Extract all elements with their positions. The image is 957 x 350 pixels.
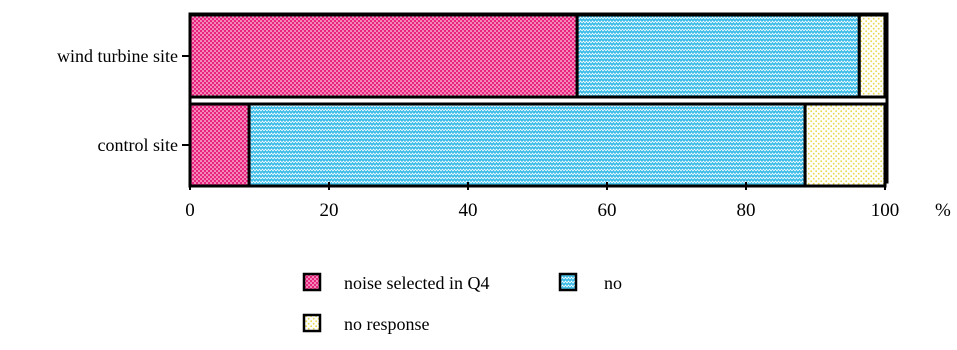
legend-swatch xyxy=(302,313,322,333)
x-tick-label: 0 xyxy=(185,200,195,221)
y-tick-label: control site xyxy=(98,135,178,155)
bar-segment xyxy=(857,13,887,99)
bar-segment xyxy=(247,102,807,188)
bar-segment xyxy=(188,102,251,188)
legend-label: no xyxy=(604,273,622,293)
x-axis: 0 20 40 60 80 100 xyxy=(185,182,899,221)
x-tick-label: 40 xyxy=(459,200,478,221)
x-tick-label: 20 xyxy=(320,200,339,221)
legend: noise selected in Q4 no no response xyxy=(302,272,622,334)
legend-label: no response xyxy=(344,314,429,334)
bar-segment xyxy=(803,102,887,188)
bar-segment xyxy=(188,13,579,99)
bar-segment xyxy=(575,13,861,99)
legend-swatch xyxy=(558,272,578,292)
x-tick-label: 80 xyxy=(737,200,756,221)
x-tick-label: 60 xyxy=(598,200,617,221)
y-axis: wind turbine site control site xyxy=(57,46,190,155)
y-tick-label: wind turbine site xyxy=(57,46,178,66)
x-tick-label: 100 xyxy=(871,200,900,221)
bars-layer xyxy=(188,13,887,188)
legend-swatch xyxy=(302,272,322,292)
x-unit-label: % xyxy=(935,200,951,221)
legend-label: noise selected in Q4 xyxy=(344,273,489,293)
